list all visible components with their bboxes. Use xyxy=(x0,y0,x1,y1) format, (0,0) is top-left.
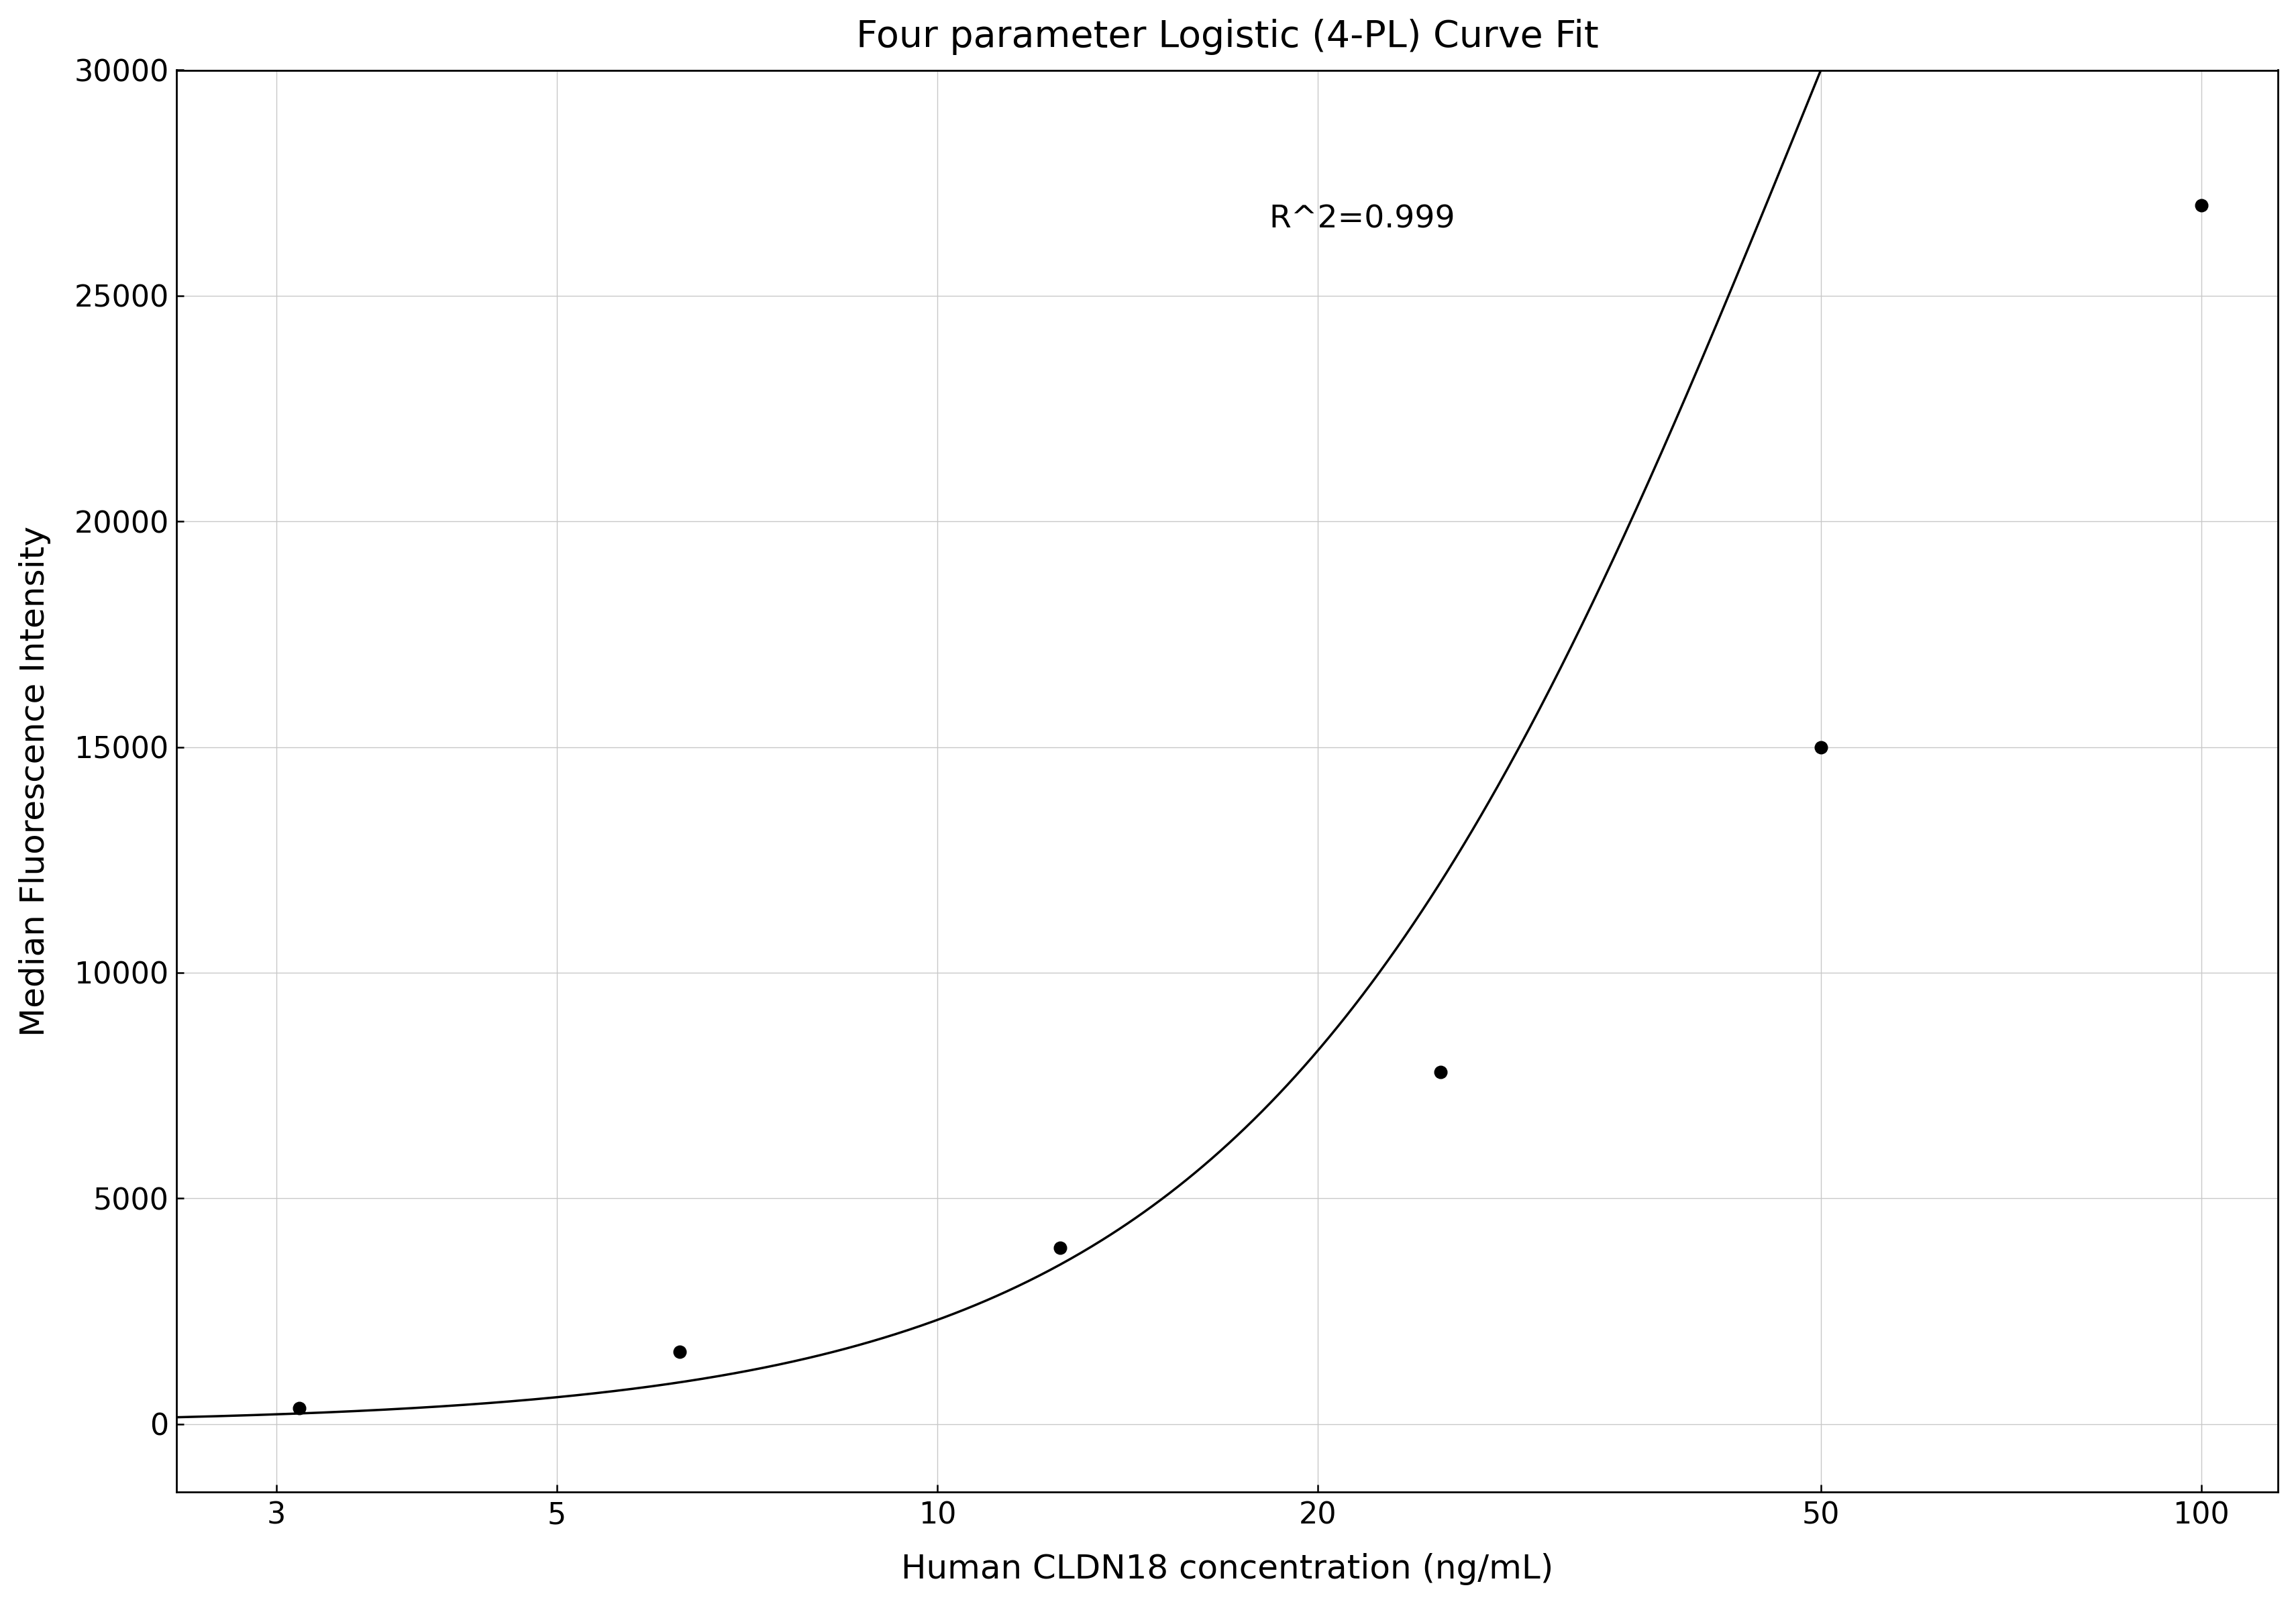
Point xyxy=(280,1395,317,1421)
Point xyxy=(1040,1235,1077,1261)
Y-axis label: Median Fluorescence Intensity: Median Fluorescence Intensity xyxy=(18,526,51,1036)
Point xyxy=(1802,735,1839,760)
Title: Four parameter Logistic (4-PL) Curve Fit: Four parameter Logistic (4-PL) Curve Fit xyxy=(856,19,1598,55)
X-axis label: Human CLDN18 concentration (ng/mL): Human CLDN18 concentration (ng/mL) xyxy=(900,1553,1552,1585)
Point xyxy=(2181,192,2218,218)
Text: R^2=0.999: R^2=0.999 xyxy=(1270,205,1456,234)
Point xyxy=(1421,1059,1458,1084)
Point xyxy=(661,1339,698,1365)
